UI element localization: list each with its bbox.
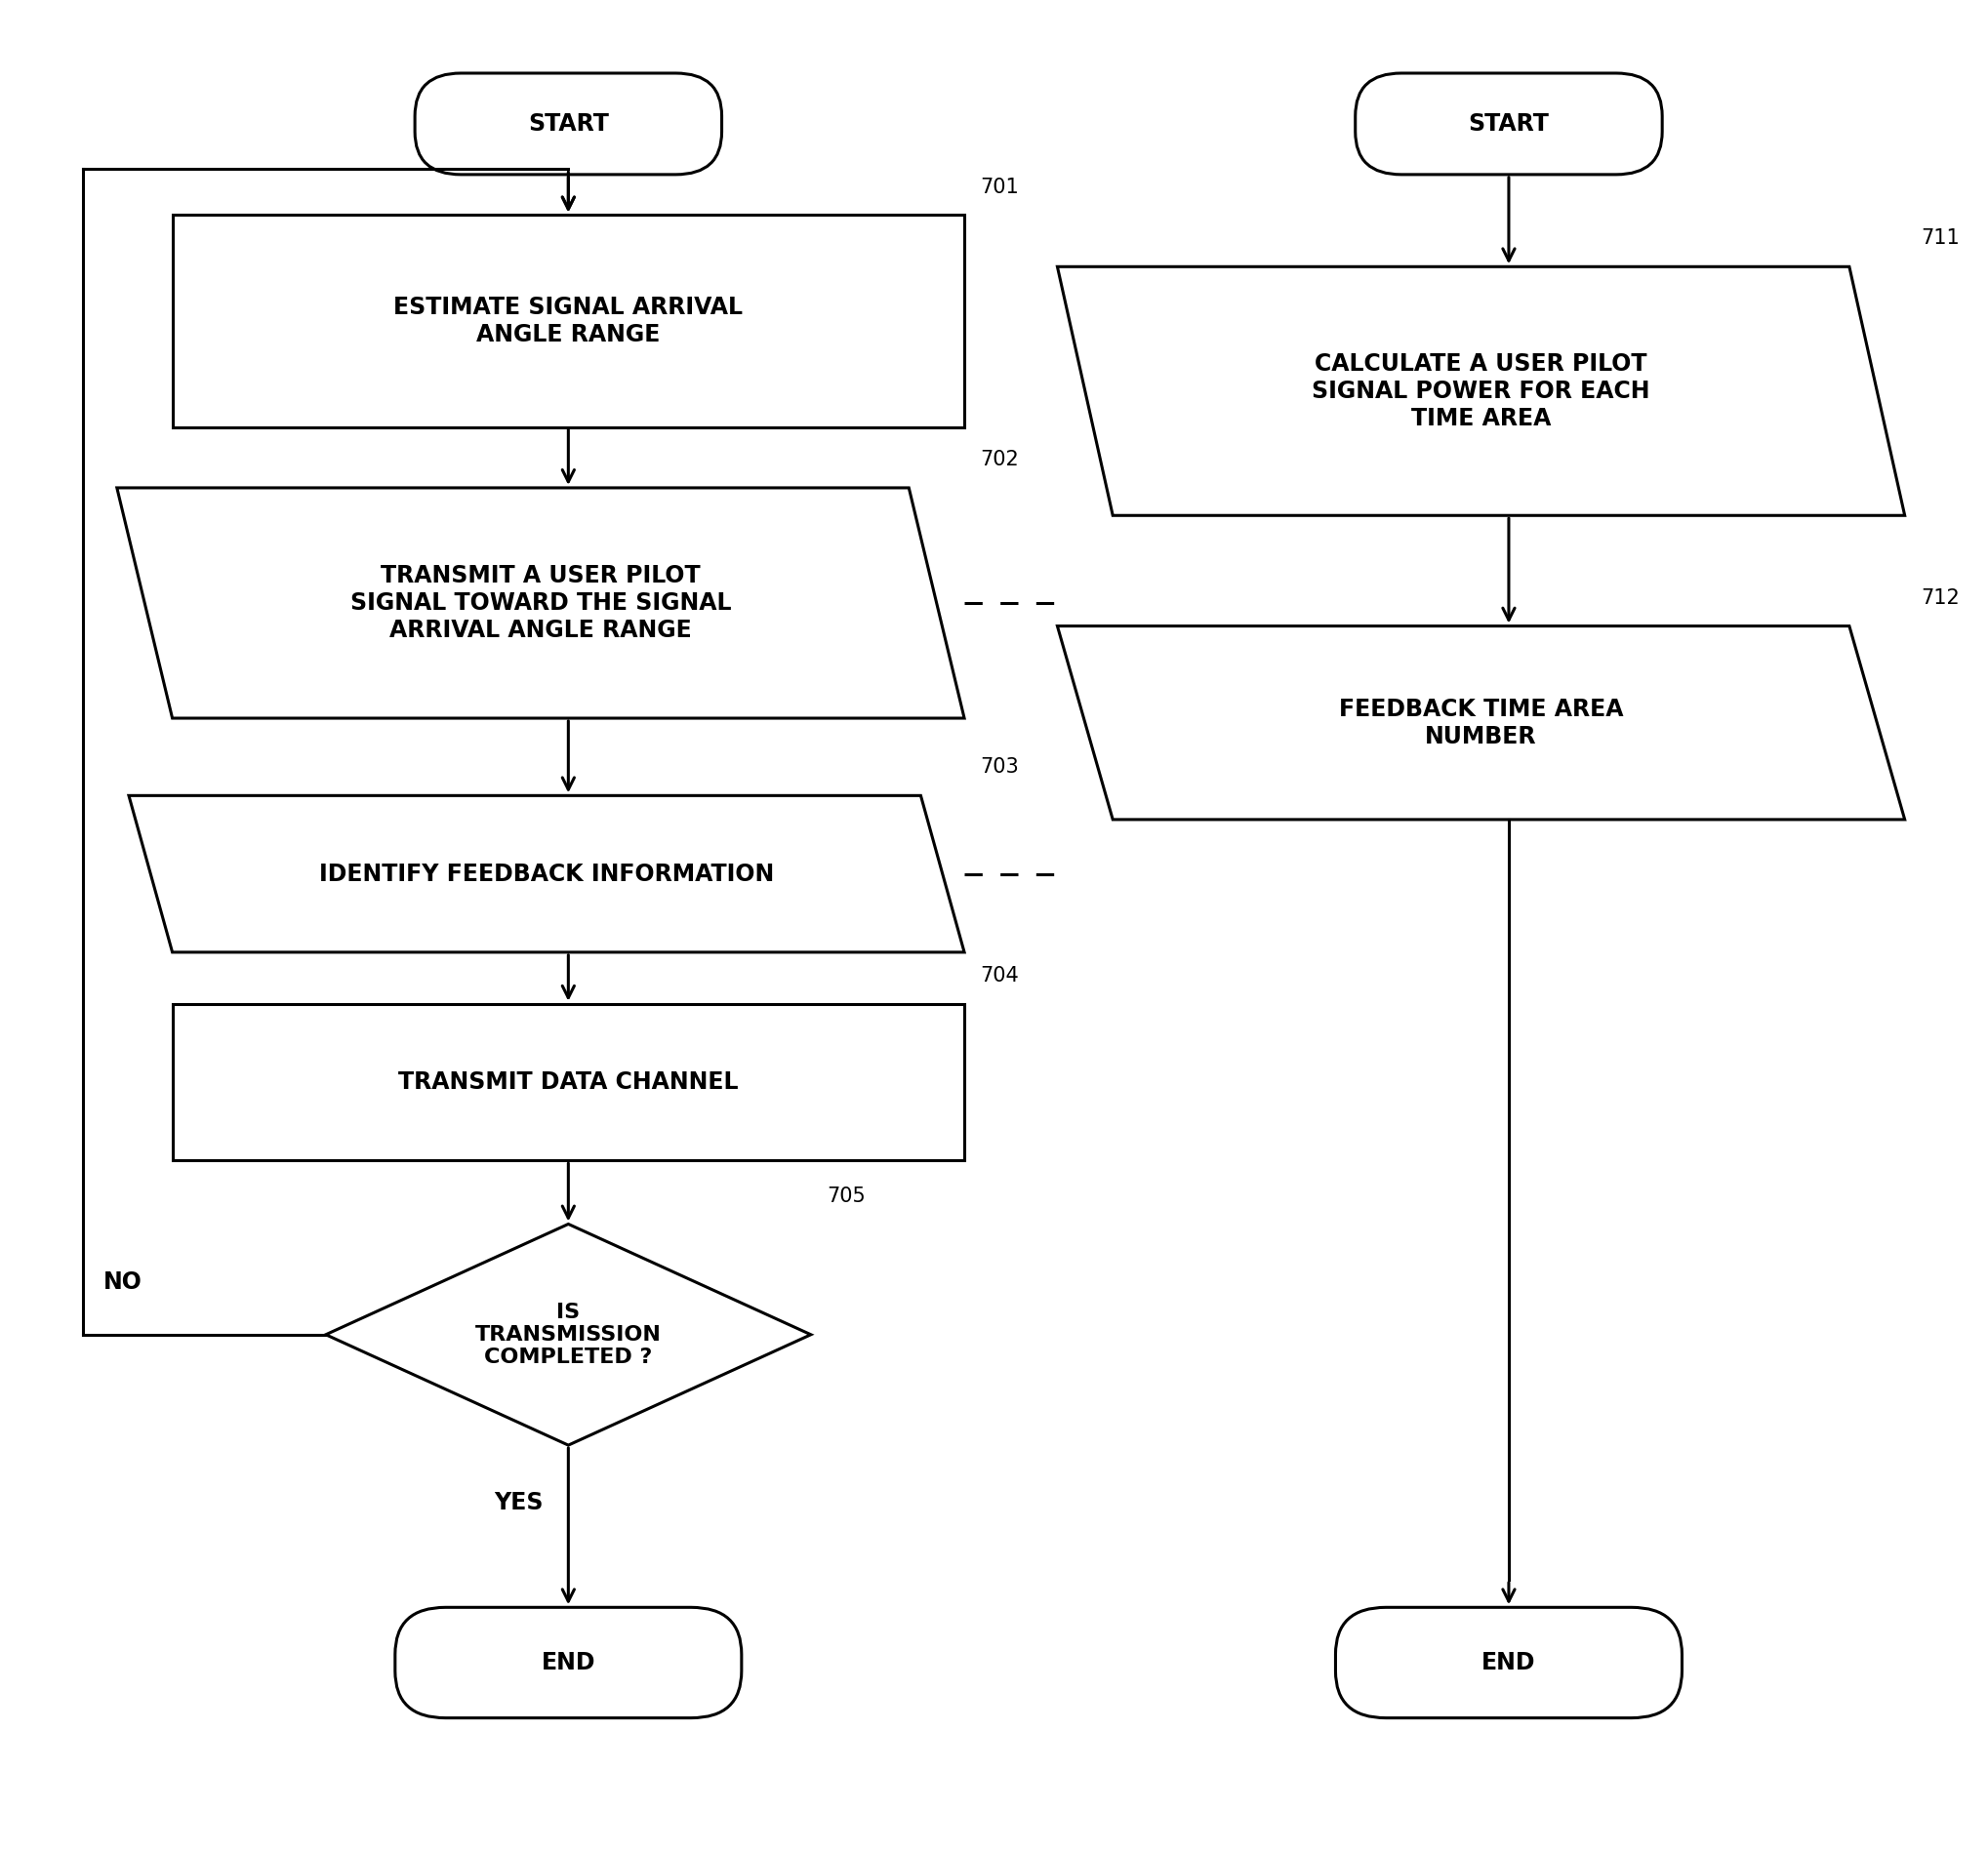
Bar [173,1003,964,1161]
Polygon shape [326,1224,811,1446]
Text: NO: NO [103,1270,141,1294]
Text: END: END [1481,1651,1537,1675]
Text: START: START [1469,113,1549,135]
Text: CALCULATE A USER PILOT
SIGNAL POWER FOR EACH
TIME AREA: CALCULATE A USER PILOT SIGNAL POWER FOR … [1312,352,1650,429]
Text: FEEDBACK TIME AREA
NUMBER: FEEDBACK TIME AREA NUMBER [1338,698,1624,748]
Text: 711: 711 [1920,230,1960,248]
Text: 704: 704 [980,966,1020,985]
Bar [173,215,964,428]
Text: IS
TRANSMISSION
COMPLETED ?: IS TRANSMISSION COMPLETED ? [475,1303,662,1368]
Text: 712: 712 [1920,589,1960,607]
FancyBboxPatch shape [1336,1607,1682,1718]
Text: END: END [541,1651,596,1675]
FancyBboxPatch shape [1356,74,1662,174]
Polygon shape [1058,267,1905,515]
Text: 705: 705 [827,1186,865,1205]
Polygon shape [129,796,964,951]
Text: 703: 703 [980,757,1020,777]
Text: YES: YES [495,1492,543,1514]
Polygon shape [1058,626,1905,820]
Polygon shape [117,489,964,718]
Text: 701: 701 [980,178,1020,196]
Text: ESTIMATE SIGNAL ARRIVAL
ANGLE RANGE: ESTIMATE SIGNAL ARRIVAL ANGLE RANGE [394,296,744,346]
Text: TRANSMIT A USER PILOT
SIGNAL TOWARD THE SIGNAL
ARRIVAL ANGLE RANGE: TRANSMIT A USER PILOT SIGNAL TOWARD THE … [350,565,732,642]
Text: START: START [529,113,608,135]
FancyBboxPatch shape [396,1607,742,1718]
Text: TRANSMIT DATA CHANNEL: TRANSMIT DATA CHANNEL [398,1070,738,1094]
FancyBboxPatch shape [415,74,722,174]
Text: IDENTIFY FEEDBACK INFORMATION: IDENTIFY FEEDBACK INFORMATION [318,863,773,885]
Text: 702: 702 [980,450,1020,470]
